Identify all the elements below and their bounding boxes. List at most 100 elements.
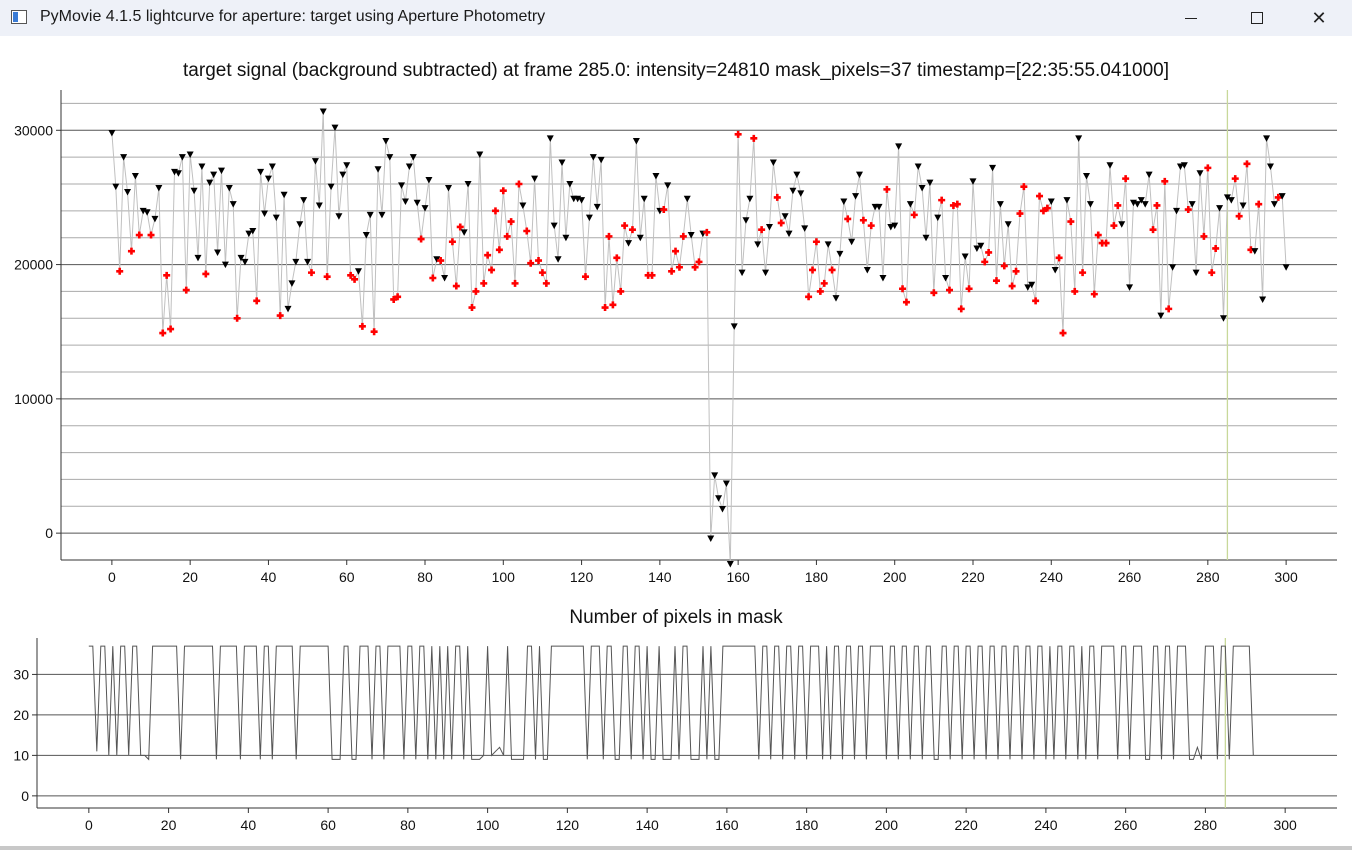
data-point-black <box>769 159 777 167</box>
data-point-red <box>648 271 656 279</box>
data-point-black <box>1063 197 1071 204</box>
x-tick-label: 100 <box>476 817 500 833</box>
data-point-black <box>120 154 128 161</box>
data-point-black <box>378 211 386 219</box>
x-tick-label: 160 <box>715 817 739 833</box>
data-point-black <box>765 223 773 231</box>
maximize-button[interactable] <box>1234 0 1280 36</box>
intensity-plot-canvas[interactable]: 0 10000 20000 30000 0 20 40 60 80 100 120 140 160 180… <box>0 36 1352 600</box>
data-point-red <box>448 238 456 246</box>
data-point-black <box>335 213 343 220</box>
data-point-black <box>249 228 257 235</box>
data-point-black <box>914 163 922 171</box>
data-point-black <box>1145 171 1153 179</box>
data-point-red <box>1161 177 1169 185</box>
x-tick-label: 60 <box>320 817 336 833</box>
data-point-red <box>182 286 190 294</box>
close-button[interactable]: ✕ <box>1296 0 1342 36</box>
data-point-black <box>1176 163 1184 171</box>
data-point-black <box>151 215 159 223</box>
data-point-black <box>433 256 441 263</box>
data-point-red <box>1208 269 1216 277</box>
data-point-red <box>1231 175 1239 183</box>
data-point-black <box>895 143 903 150</box>
data-point-black <box>214 249 222 256</box>
data-point-black <box>108 129 116 137</box>
data-point-black <box>210 171 218 179</box>
data-point-black <box>1227 197 1235 204</box>
data-point-black <box>585 214 593 222</box>
data-point-red <box>538 269 546 277</box>
data-point-red <box>1243 160 1251 168</box>
data-point-red <box>480 279 488 287</box>
data-point-red <box>1036 192 1044 200</box>
data-point-black <box>738 269 746 277</box>
data-point-black <box>934 214 942 222</box>
data-point-red <box>127 247 135 255</box>
x-tick-label: 140 <box>648 569 672 585</box>
data-point-red <box>902 298 910 306</box>
data-point-black <box>781 213 789 220</box>
data-point-red <box>253 297 261 305</box>
minimize-icon <box>1185 17 1197 19</box>
data-point-black <box>891 222 899 230</box>
data-point-red <box>1102 239 1110 247</box>
x-tick-label: 120 <box>570 569 594 585</box>
data-point-black <box>405 163 413 171</box>
x-tick-label: 140 <box>635 817 659 833</box>
x-tick-label: 40 <box>261 569 277 585</box>
data-point-black <box>832 295 840 302</box>
data-point-black <box>824 241 832 248</box>
data-point-red <box>758 226 766 234</box>
data-point-black <box>1180 162 1188 169</box>
mask-pixels-plot[interactable]: Number of pixels in mask 0 10 20 30 0 20 40 60 8… <box>0 600 1352 846</box>
data-point-black <box>339 171 347 179</box>
data-point-black <box>793 171 801 179</box>
data-point-black <box>879 275 887 282</box>
data-point-black <box>546 135 554 142</box>
data-point-black <box>922 234 930 242</box>
data-point-red <box>503 232 511 240</box>
data-point-black <box>801 225 809 232</box>
minimize-button[interactable] <box>1168 0 1214 36</box>
data-point-black <box>715 495 723 502</box>
window-title: PyMovie 4.1.5 lightcurve for aperture: t… <box>40 8 546 25</box>
data-point-black <box>742 217 750 224</box>
data-point-black <box>354 268 362 275</box>
y-tick-label: 30000 <box>14 122 53 138</box>
data-point-black <box>1126 284 1134 291</box>
x-tick-label: 20 <box>161 817 177 833</box>
data-point-black <box>722 480 730 487</box>
data-point-red <box>488 266 496 274</box>
data-point-black <box>1047 198 1055 205</box>
data-point-black <box>597 156 605 164</box>
data-point-black <box>257 168 265 176</box>
data-point-red <box>323 273 331 281</box>
data-point-black <box>409 154 417 161</box>
data-point-red <box>1274 193 1282 201</box>
data-point-black <box>1223 194 1231 201</box>
x-tick-label: 160 <box>726 569 750 585</box>
data-point-black <box>476 151 484 158</box>
data-point-black <box>746 195 754 203</box>
data-point-red <box>617 287 625 295</box>
data-point-red <box>867 222 875 230</box>
data-point-black <box>268 163 276 171</box>
maximize-icon <box>1251 12 1263 24</box>
x-tick-label: 220 <box>961 569 985 585</box>
data-point-black <box>836 250 844 258</box>
data-point-black <box>762 269 770 277</box>
data-point-red <box>957 305 965 313</box>
data-point-black <box>1133 201 1141 208</box>
data-point-red <box>1043 204 1051 212</box>
data-point-red <box>1184 206 1192 214</box>
data-point-red <box>233 314 241 322</box>
data-point-black <box>331 124 339 132</box>
data-point-black <box>789 187 797 195</box>
data-point-red <box>672 247 680 255</box>
intensity-plot[interactable]: target signal (background subtracted) at… <box>0 36 1352 600</box>
data-point-red <box>773 193 781 201</box>
title-bar[interactable]: PyMovie 4.1.5 lightcurve for aperture: t… <box>0 0 1352 36</box>
data-point-black <box>401 198 409 205</box>
